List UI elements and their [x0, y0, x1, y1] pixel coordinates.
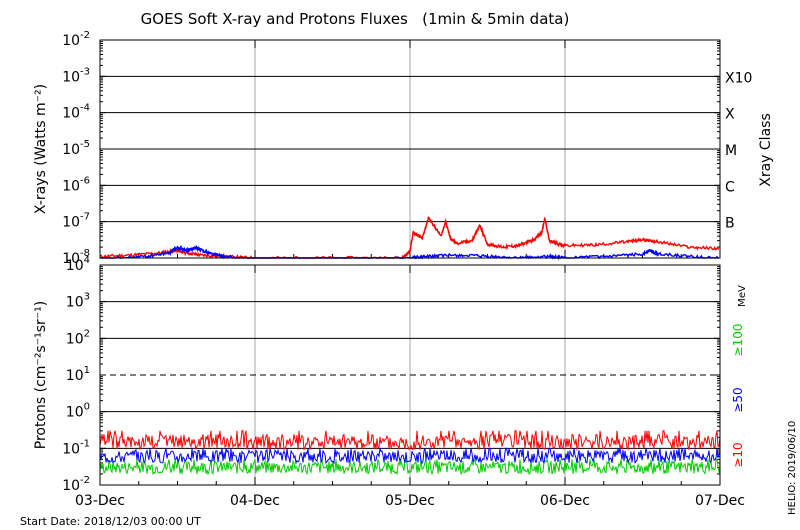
xray-class-label: M: [725, 143, 737, 159]
x-tick-label: 03-Dec: [75, 493, 125, 509]
y-tick-label: 10-7: [62, 212, 90, 231]
x-tick-label: 06-Dec: [540, 493, 590, 509]
proton-series-line-0: [99, 457, 721, 476]
xray-series-line-1: [100, 244, 719, 261]
y-tick-label: 10-1: [62, 438, 90, 457]
y-tick-label: 10-3: [62, 66, 90, 85]
y-tick-label: 102: [66, 328, 90, 347]
x-tick-label: 05-Dec: [385, 493, 435, 509]
x-tick-label: 07-Dec: [695, 493, 745, 509]
x-tick-label: 04-Dec: [230, 493, 280, 509]
xray-class-label: X: [725, 107, 735, 123]
proton-energy-unit: MeV: [737, 285, 748, 307]
panel-frame: [99, 264, 721, 486]
start-date: Start Date: 2018/12/03 00:00 UT: [20, 515, 201, 528]
proton-series-line-1: [99, 446, 721, 465]
proton-legend-entry: ≥100: [731, 324, 745, 357]
proton-legend-entry: ≥50: [731, 387, 745, 412]
y-tick-label: 10-4: [62, 103, 90, 122]
xray-class-label: B: [725, 216, 735, 232]
y-tick-label: 101: [66, 365, 90, 384]
xray-class-label: C: [725, 179, 735, 195]
proton-series-line-2: [99, 430, 721, 452]
y-tick-label: 10-6: [62, 175, 90, 194]
y-tick-label: 103: [66, 292, 90, 311]
y-tick-label: 10-5: [62, 139, 90, 158]
y-tick-label: 10-2: [62, 475, 90, 494]
y-tick-label: 10-2: [62, 30, 90, 49]
y-axis-label: X-rays (Watts m⁻²): [33, 84, 49, 214]
y-tick-label: 10-8: [62, 248, 90, 267]
helio-date: HELIO: 2019/06/10: [787, 421, 798, 515]
proton-legend-entry: ≥10: [731, 442, 745, 467]
xray-class-label: X10: [725, 70, 752, 86]
y-axis-label: Protons (cm⁻²s⁻¹sr⁻¹): [33, 301, 49, 450]
y-tick-label: 104: [66, 255, 90, 274]
y-tick-label: 100: [66, 402, 90, 421]
xray-class-axis-label: Xray Class: [758, 113, 774, 187]
panel-frame: [99, 39, 721, 259]
figure-title: GOES Soft X-ray and Protons Fluxes (1min…: [141, 10, 570, 28]
